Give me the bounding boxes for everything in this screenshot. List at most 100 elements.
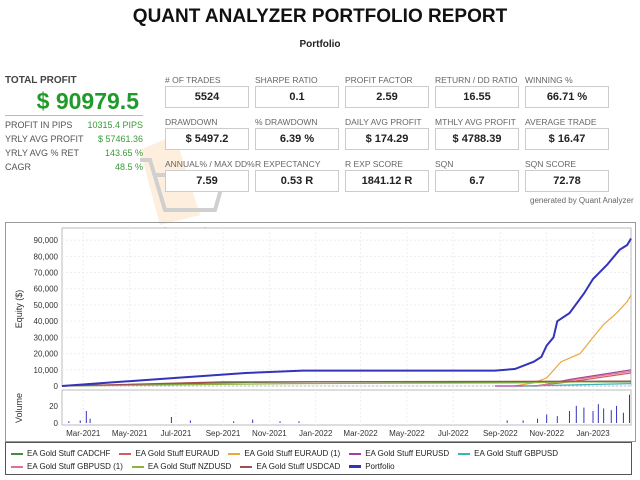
y-tick-label: 10,000 xyxy=(34,366,59,375)
y-tick-label: 40,000 xyxy=(34,317,59,326)
x-tick-label: Jan-2022 xyxy=(299,429,333,438)
report-title: QUANT ANALYZER PORTFOLIO REPORT xyxy=(132,6,508,27)
metric-label: SHARPE RATIO xyxy=(255,75,318,85)
metric-label: ANNUAL% / MAX DD% xyxy=(165,159,255,169)
report-subtitle: Portfolio xyxy=(299,39,341,50)
total-profit-value: $ 90979.5 xyxy=(36,88,139,114)
legend-item[interactable]: Portfolio xyxy=(349,462,395,471)
metric-value: 0.1 xyxy=(255,86,339,108)
legend-label: EA Gold Stuff EURAUD xyxy=(135,449,220,458)
metric-value: $ 16.47 xyxy=(525,128,609,150)
legend-swatch xyxy=(240,465,253,468)
metric-label: SQN xyxy=(435,159,454,169)
volume-axis-label: Volume xyxy=(14,393,24,423)
legend-item[interactable]: EA Gold Stuff USDCAD xyxy=(240,462,340,471)
metric-label: SQN SCORE xyxy=(525,159,577,169)
series-line-portfolio xyxy=(61,237,632,387)
y-tick-label: 20,000 xyxy=(34,350,59,359)
legend-item[interactable]: EA Gold Stuff GBPUSD xyxy=(458,449,558,458)
equity-plot-area xyxy=(61,227,632,387)
summary-row: CAGR 48.5 % xyxy=(5,162,143,172)
metric-value: 7.59 xyxy=(165,170,249,192)
y-tick-label: 90,000 xyxy=(34,236,59,245)
legend-label: EA Gold Stuff CADCHF xyxy=(27,449,111,458)
legend-label: EA Gold Stuff NZDUSD xyxy=(147,462,232,471)
legend-swatch xyxy=(11,465,23,468)
metric-value: $ 5497.2 xyxy=(165,128,249,150)
metric-value: 2.59 xyxy=(345,86,429,108)
legend-swatch xyxy=(349,465,362,468)
metric-label: # OF TRADES xyxy=(165,75,221,85)
metric-label: DAILY AVG PROFIT xyxy=(345,117,422,127)
metric-label: % DRAWDOWN xyxy=(255,117,318,127)
x-tick-label: May-2022 xyxy=(389,429,425,438)
series-line-ea-gold-stuff-usdcad xyxy=(61,380,632,387)
summary-label: CAGR xyxy=(5,162,32,172)
generated-by: generated by Quant Analyzer xyxy=(530,196,634,205)
summary-label: YRLY AVG % RET xyxy=(5,148,80,158)
legend-swatch xyxy=(131,465,144,468)
x-tick-label: Nov-2022 xyxy=(529,429,564,438)
legend-swatch xyxy=(228,452,241,455)
y-axis-label: Equity ($) xyxy=(14,290,24,329)
metric-label: R EXPECTANCY xyxy=(255,159,321,169)
metric-value: 1841.12 R xyxy=(345,170,429,192)
legend-item[interactable]: EA Gold Stuff CADCHF xyxy=(11,449,110,458)
summary-label: YRLY AVG PROFIT xyxy=(5,134,84,144)
legend-label: Portfolio xyxy=(365,462,395,471)
legend-label: EA Gold Stuff GBPUSD xyxy=(474,449,558,458)
metric-label: MTHLY AVG PROFIT xyxy=(435,117,516,127)
legend-item[interactable]: EA Gold Stuff NZDUSD xyxy=(131,462,232,471)
legend-swatch xyxy=(458,452,471,455)
metric-value: 6.7 xyxy=(435,170,519,192)
legend-item[interactable]: EA Gold Stuff EURAUD (1) xyxy=(228,449,340,458)
legend-swatch xyxy=(119,452,132,455)
y-tick-label: 60,000 xyxy=(34,285,59,294)
legend-swatch xyxy=(349,452,362,455)
summary-row: YRLY AVG PROFIT $ 57461.36 xyxy=(5,134,143,144)
series-line-ea-gold-stuff-nzdusd xyxy=(61,380,632,387)
total-profit-label: TOTAL PROFIT xyxy=(5,75,77,86)
x-tick-label: Mar-2022 xyxy=(343,429,378,438)
metric-label: AVERAGE TRADE xyxy=(525,117,597,127)
metric-label: PROFIT FACTOR xyxy=(345,75,413,85)
volume-tick-label: 20 xyxy=(49,402,58,411)
x-tick-label: May-2021 xyxy=(112,429,148,438)
divider xyxy=(5,115,143,116)
metric-value: $ 4788.39 xyxy=(435,128,519,150)
summary-value: $ 57461.36 xyxy=(97,134,143,144)
legend-label: EA Gold Stuff GBPUSD (1) xyxy=(27,462,123,471)
legend-item[interactable]: EA Gold Stuff EURAUD xyxy=(119,449,219,458)
x-tick-label: Sep-2021 xyxy=(206,429,241,438)
metric-label: DRAWDOWN xyxy=(165,117,218,127)
metric-label: WINNING % xyxy=(525,75,573,85)
series-line-ea-gold-stuff-gbpusd-1- xyxy=(537,370,632,387)
chart-legend: EA Gold Stuff CADCHF EA Gold Stuff EURAUD… xyxy=(5,442,632,475)
legend-item[interactable]: EA Gold Stuff EURUSD xyxy=(349,449,449,458)
metric-value: 0.53 R xyxy=(255,170,339,192)
summary-row: PROFIT IN PIPS 10315.4 PIPS xyxy=(5,120,143,130)
x-tick-label: Nov-2021 xyxy=(252,429,287,438)
metric-value: 72.78 xyxy=(525,170,609,192)
series-line-ea-gold-stuff-euraud-1- xyxy=(514,294,632,387)
metric-value: 16.55 xyxy=(435,86,519,108)
y-tick-label: 0 xyxy=(54,382,59,391)
x-tick-label: Sep-2022 xyxy=(483,429,518,438)
metric-label: RETURN / DD RATIO xyxy=(435,75,518,85)
volume-tick-label: 0 xyxy=(54,419,59,428)
y-tick-label: 30,000 xyxy=(34,333,59,342)
legend-label: EA Gold Stuff EURUSD xyxy=(365,449,450,458)
volume-plot-area xyxy=(61,389,632,426)
summary-value: 48.5 % xyxy=(114,162,143,172)
legend-label: EA Gold Stuff USDCAD xyxy=(256,462,341,471)
legend-swatch xyxy=(11,452,23,455)
summary-row: YRLY AVG % RET 143.65 % xyxy=(5,148,143,158)
chart-frame xyxy=(5,222,636,442)
x-tick-label: Jul-2022 xyxy=(438,429,469,438)
x-tick-label: Jan-2023 xyxy=(576,429,610,438)
metric-value: 6.39 % xyxy=(255,128,339,150)
legend-row: EA Gold Stuff CADCHF EA Gold Stuff EURAUD… xyxy=(11,447,626,460)
y-tick-label: 50,000 xyxy=(34,301,59,310)
y-tick-label: 80,000 xyxy=(34,252,59,261)
legend-item[interactable]: EA Gold Stuff GBPUSD (1) xyxy=(11,462,123,471)
